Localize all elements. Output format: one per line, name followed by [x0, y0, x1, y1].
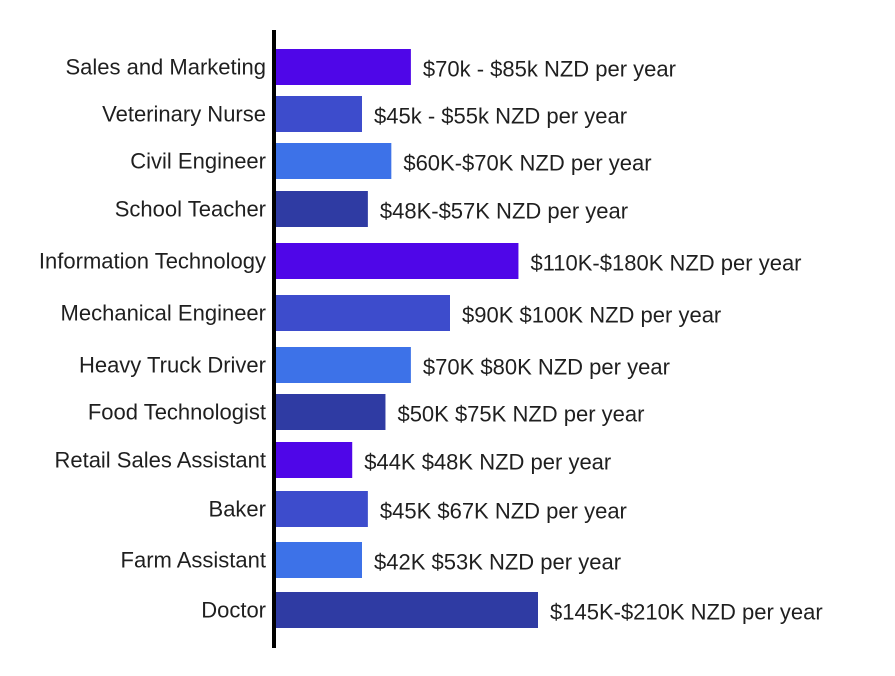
bar-6 [274, 347, 411, 383]
category-labels-layer: Sales and Marketing Veterinary Nurse Civil… [39, 55, 266, 623]
data-label-8: $44K $48K NZD per year [364, 450, 611, 475]
data-label-11: $145K-$210K NZD per year [550, 600, 823, 625]
bar-3 [274, 191, 368, 227]
data-label-10: $42K $53K NZD per year [374, 550, 621, 575]
category-label-9: Baker [209, 497, 266, 522]
data-label-7: $50K $75K NZD per year [397, 402, 644, 427]
bar-0 [274, 49, 411, 85]
data-label-5: $90K $100K NZD per year [462, 303, 721, 328]
category-label-1: Veterinary Nurse [102, 102, 266, 127]
bar-10 [274, 542, 362, 578]
category-label-10: Farm Assistant [121, 548, 266, 573]
data-label-3: $48K-$57K NZD per year [380, 199, 628, 224]
bar-5 [274, 295, 450, 331]
bar-1 [274, 96, 362, 132]
data-label-2: $60K-$70K NZD per year [403, 151, 651, 176]
category-label-8: Retail Sales Assistant [54, 448, 266, 473]
category-label-3: School Teacher [115, 197, 266, 222]
bar-8 [274, 442, 353, 478]
data-label-9: $45K $67K NZD per year [380, 499, 627, 524]
category-label-7: Food Technologist [88, 400, 266, 425]
category-label-5: Mechanical Engineer [61, 301, 266, 326]
data-label-1: $45k - $55k NZD per year [374, 104, 627, 129]
bars-layer [274, 49, 538, 628]
value-labels-layer: $70k - $85k NZD per year $45k - $55k NZD … [364, 57, 822, 625]
category-label-0: Sales and Marketing [65, 55, 266, 80]
category-label-6: Heavy Truck Driver [79, 353, 266, 378]
bar-7 [274, 394, 386, 430]
data-label-0: $70k - $85k NZD per year [423, 57, 676, 82]
bar-2 [274, 143, 392, 179]
category-label-4: Information Technology [39, 249, 266, 274]
category-label-2: Civil Engineer [130, 149, 266, 174]
bar-11 [274, 592, 538, 628]
category-label-11: Doctor [201, 598, 266, 623]
data-label-6: $70K $80K NZD per year [423, 355, 670, 380]
data-label-4: $110K-$180K NZD per year [530, 251, 801, 276]
bar-4 [274, 243, 519, 279]
bar-9 [274, 491, 368, 527]
